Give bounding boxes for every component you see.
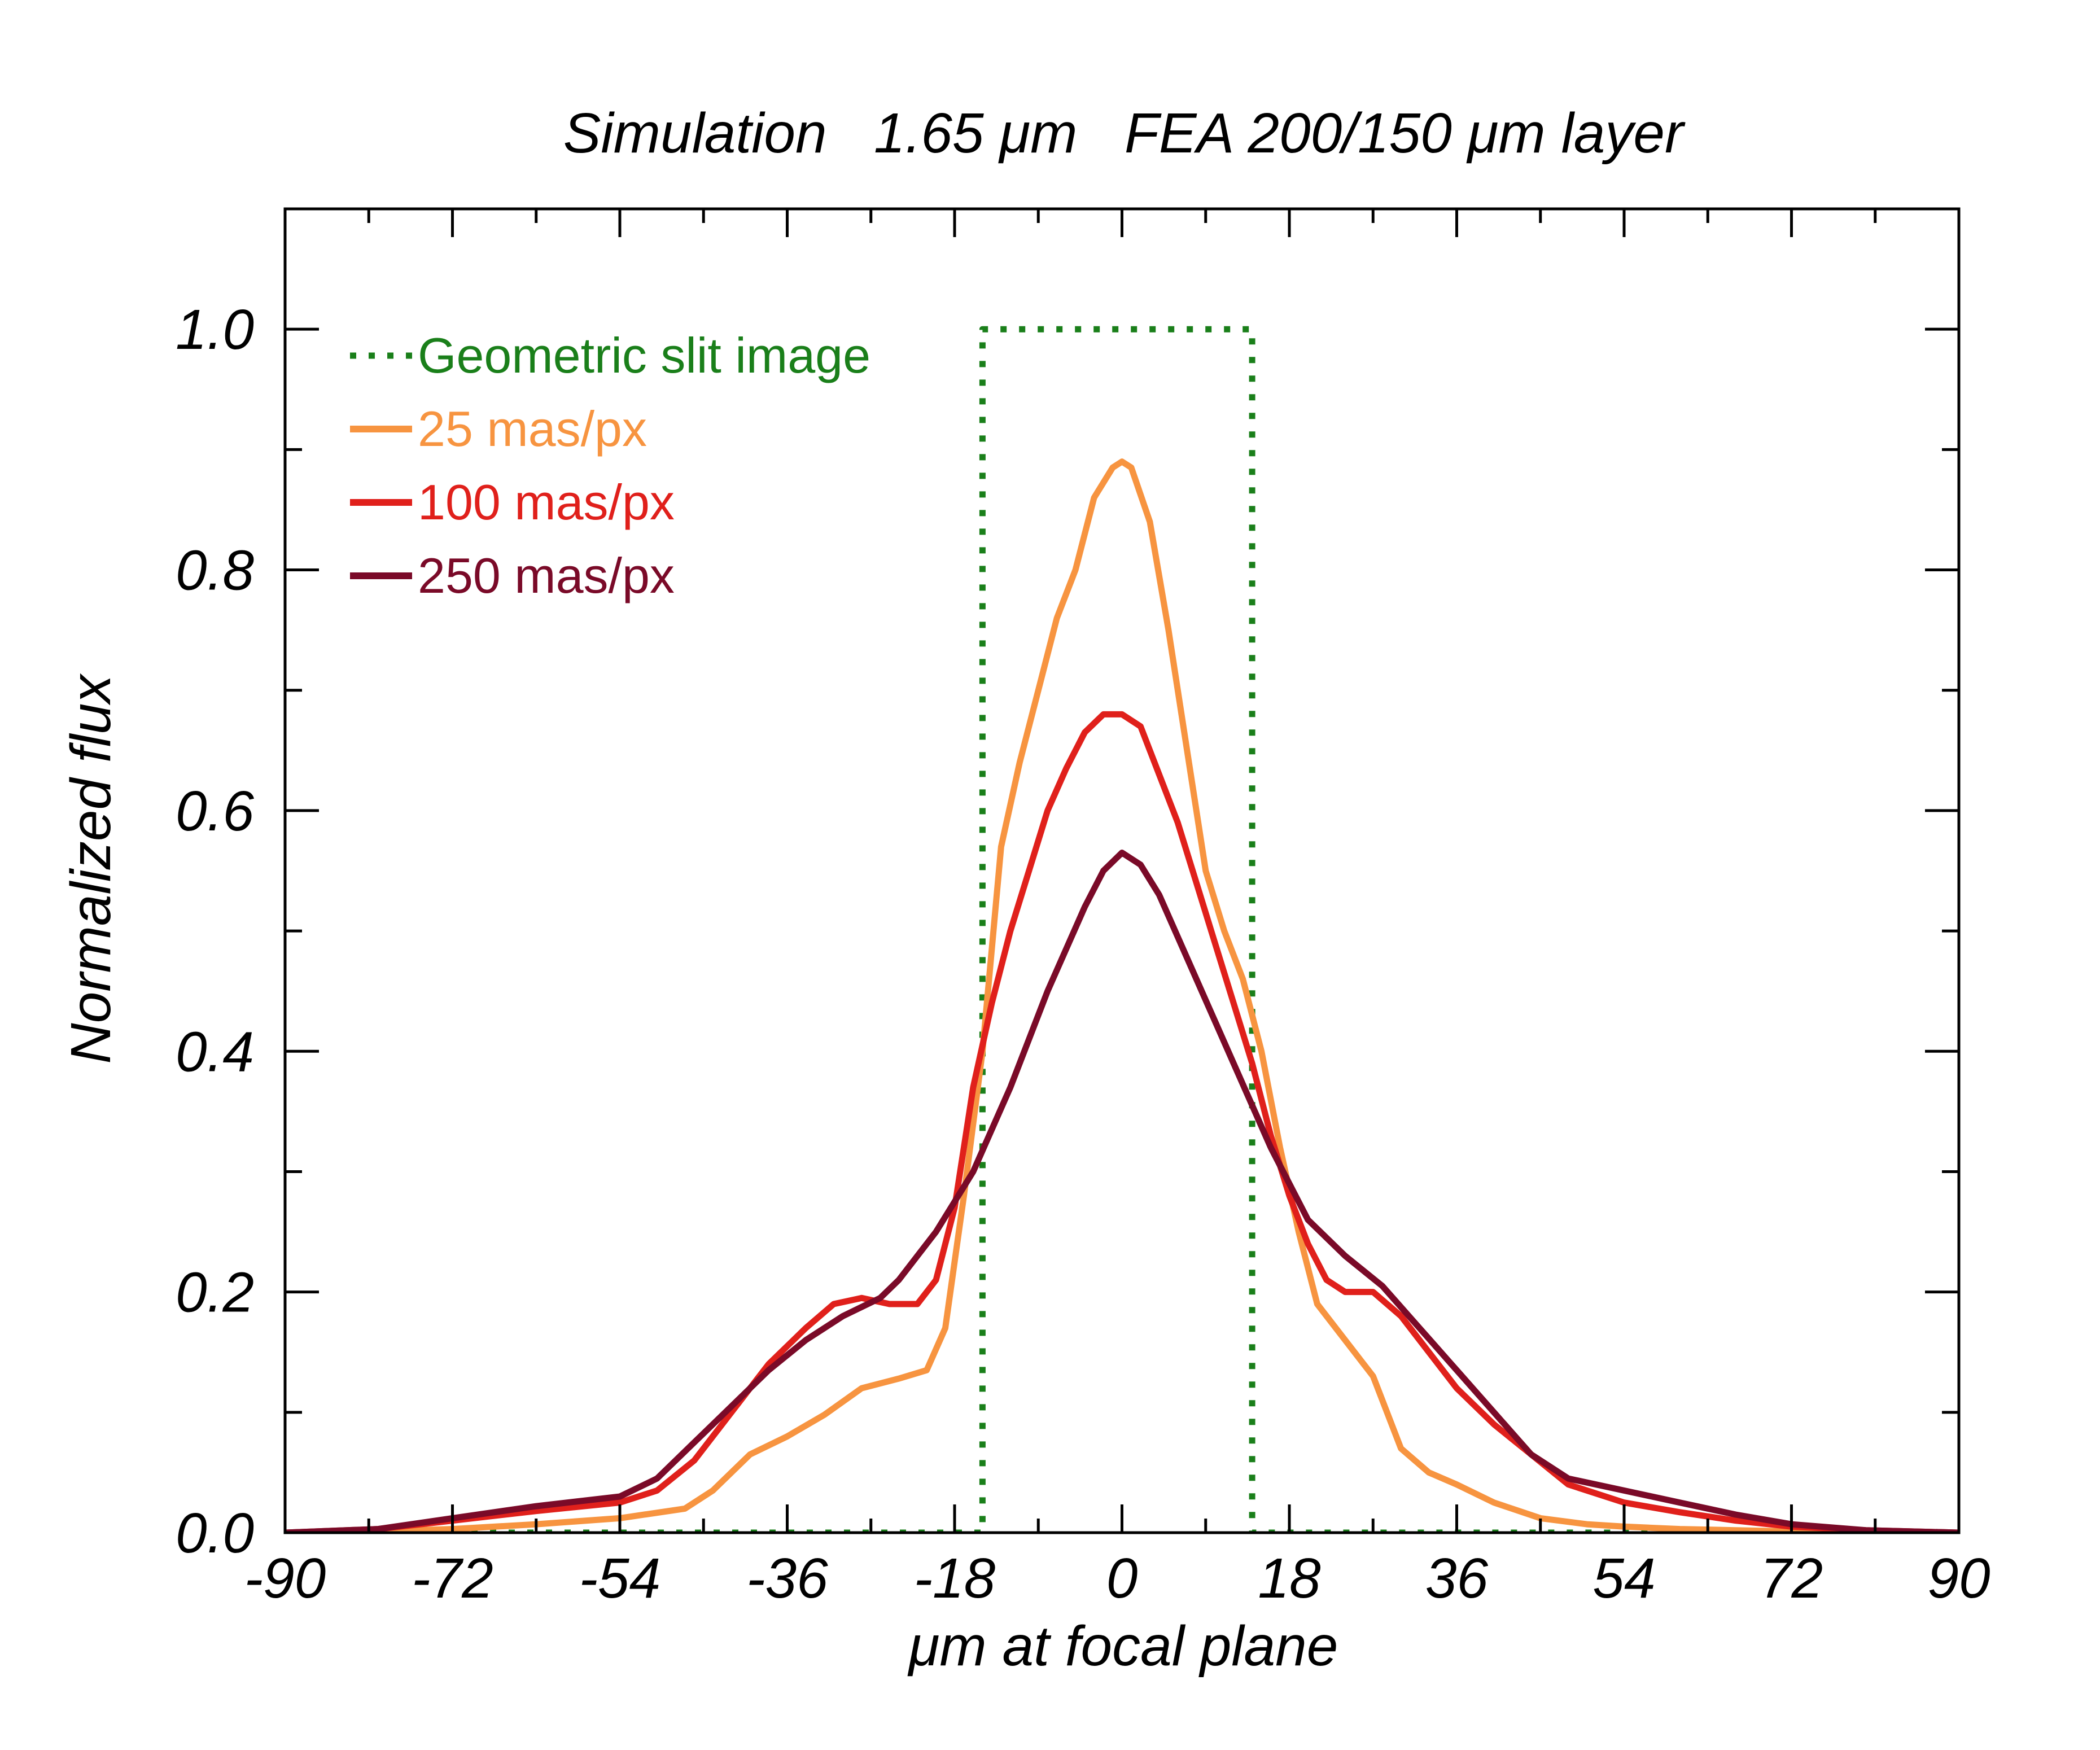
x-tick-label: -36 [746,1547,828,1610]
y-tick-label: 0.2 [176,1261,254,1324]
y-tick-label: 0.8 [176,539,254,602]
chart-title: Simulation 1.65 μm FEA 200/150 μm layer [563,102,1686,165]
x-tick-label: 54 [1593,1547,1655,1610]
x-tick-label: 90 [1927,1547,1990,1610]
series-line-3 [285,850,1959,1533]
y-tick-label: 0.4 [176,1020,254,1083]
x-tick-label: 36 [1425,1547,1489,1610]
series-line-2 [285,711,1959,1533]
x-tick-label: -72 [412,1547,493,1610]
x-tick-label: 18 [1258,1547,1321,1610]
axes-layer: -90 -72 -54 -36 -18 0 18 36 54 72 90 0.0 0.2 0.4 0.6 0.… [176,207,1990,1610]
y-tick-label: 0.0 [176,1502,254,1565]
x-tick-label: -54 [579,1547,661,1610]
x-tick-label: 0 [1106,1547,1138,1610]
x-tick-label: -90 [244,1547,326,1610]
legend-label-3: 250 mas/px [418,548,675,603]
legend-label-0: Geometric slit image [418,327,870,383]
legend-label-1: 25 mas/px [418,401,647,457]
x-axis-label: μm at focal plane [907,1615,1338,1678]
y-tick-label: 1.0 [176,298,254,361]
x-tick-label: 72 [1760,1547,1823,1610]
y-tick-label: 0.6 [176,780,254,843]
series-line-1 [285,458,1959,1533]
legend-label-2: 100 mas/px [418,474,675,530]
series-layer [285,326,1959,1533]
legend: Geometric slit image 25 mas/px 100 mas/px 2… [350,327,870,603]
x-tick-label: -18 [914,1547,996,1610]
series-line-0 [285,326,1959,1533]
y-axis-label: Normalized flux [59,673,123,1064]
